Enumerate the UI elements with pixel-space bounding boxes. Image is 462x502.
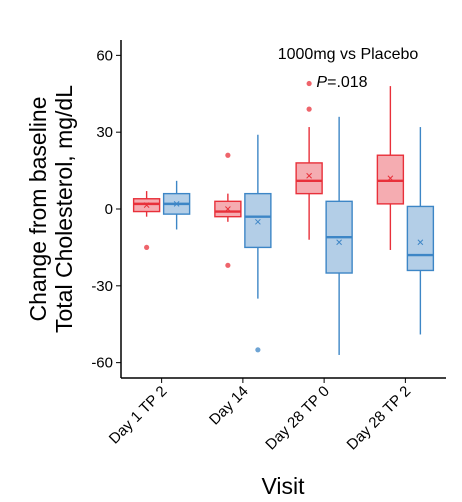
box-mean-marker	[387, 175, 394, 182]
box-plot-area	[132, 80, 435, 355]
mean-stroke	[417, 239, 424, 246]
y-tick-label: -60	[91, 355, 113, 372]
p-value: =.018	[327, 74, 368, 91]
outlier-point	[225, 262, 231, 268]
y-axis-title-line1: Change from baseline	[25, 96, 51, 321]
box-mean-marker	[255, 218, 261, 225]
x-axis-ticks: Day 1 TP 2 Day 14 Day 28 TP 0 Day 28 TP 2	[106, 378, 414, 453]
box	[132, 191, 161, 251]
box-mean-marker	[417, 239, 424, 246]
p-prefix: P	[316, 74, 327, 91]
box-iqr	[376, 154, 405, 205]
mean-stroke	[225, 206, 231, 212]
box	[406, 127, 435, 335]
mean-stroke	[173, 201, 180, 207]
mean-stroke	[143, 202, 150, 209]
outlier-point	[255, 347, 261, 353]
annotation-p-value: P=.018	[316, 74, 367, 91]
y-axis-title-line2: Total Cholesterol, mg/dL	[51, 85, 77, 333]
box	[214, 152, 242, 268]
box-iqr	[244, 192, 272, 249]
mean-stroke	[387, 175, 394, 182]
outlier-point	[225, 152, 231, 158]
y-axis-ticks: -60 -30 0 30 60	[91, 47, 121, 372]
box	[376, 86, 405, 250]
box-mean-marker	[336, 239, 342, 246]
x-tick-label: Day 28 TP 2	[344, 383, 415, 454]
box-iqr	[406, 205, 435, 272]
box-mean-marker	[173, 201, 180, 207]
y-tick-label: 30	[96, 124, 113, 141]
x-tick-label: Day 1 TP 2	[106, 383, 171, 448]
box-iqr	[295, 162, 323, 195]
x-tick-label: Day 14	[206, 383, 252, 429]
mean-stroke	[306, 172, 312, 179]
y-tick-label: 60	[96, 47, 113, 64]
y-tick-label: 0	[105, 201, 113, 218]
box	[295, 80, 323, 240]
box-mean-marker	[225, 206, 231, 212]
y-tick-label: -30	[91, 278, 113, 295]
x-tick-label: Day 28 TP 0	[262, 383, 333, 454]
annotation-comparison: 1000mg vs Placebo	[278, 46, 419, 63]
outlier-point	[306, 80, 312, 87]
x-axis-title: Visit	[261, 473, 305, 499]
box	[325, 116, 353, 355]
box	[244, 134, 272, 353]
box	[162, 180, 191, 230]
box-mean-marker	[143, 202, 150, 209]
outlier-point	[144, 244, 150, 251]
mean-stroke	[336, 239, 342, 246]
mean-stroke	[255, 218, 261, 225]
box-mean-marker	[306, 172, 312, 179]
outlier-point	[306, 106, 312, 112]
